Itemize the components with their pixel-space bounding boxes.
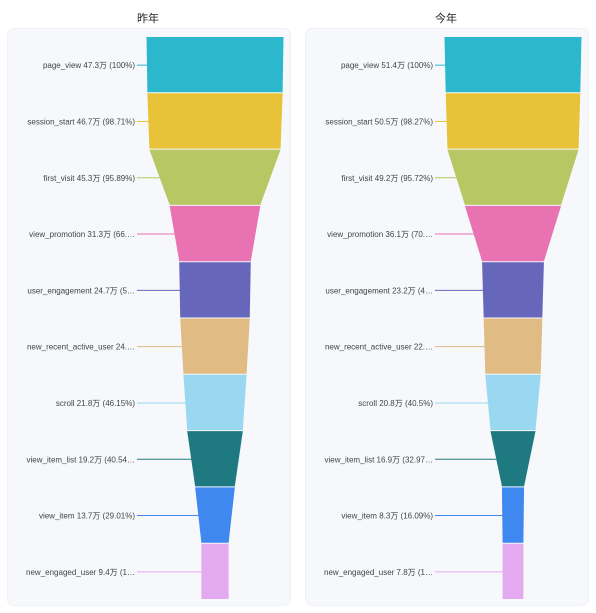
funnel-stage-label: new_engaged_user 7.8万 (1… <box>324 568 433 577</box>
funnel-stage-label: session_start 50.5万 (98.27%) <box>325 117 433 126</box>
funnel-stage-new-recent-active-user[interactable] <box>483 318 543 374</box>
funnel-stage-view-promotion[interactable] <box>169 205 261 262</box>
funnel-stage-view-item[interactable] <box>195 487 235 543</box>
funnel-stage-view-item-list[interactable] <box>490 431 536 487</box>
funnel-stage-scroll[interactable] <box>183 374 247 431</box>
funnel-stage-label: page_view 51.4万 (100%) <box>341 61 433 70</box>
funnel-stage-label: scroll 20.8万 (40.5%) <box>358 399 433 408</box>
funnel-stage-view-item-list[interactable] <box>187 431 243 487</box>
funnel-stage-label: user_engagement 23.2万 (4… <box>325 286 433 295</box>
funnel-stage-view-item[interactable] <box>501 487 525 543</box>
funnel-stage-first-visit[interactable] <box>447 149 579 205</box>
funnel-stage-new-recent-active-user[interactable] <box>180 318 250 374</box>
funnel-stage-label: new_engaged_user 9.4万 (1… <box>26 568 135 577</box>
funnel-stage-label: new_recent_active_user 24.… <box>27 343 135 352</box>
funnel-stage-label: view_item_list 19.2万 (40.54… <box>27 455 136 464</box>
funnel-stage-label: session_start 46.7万 (98.71%) <box>27 117 135 126</box>
funnel-stage-label: user_engagement 24.7万 (5… <box>27 286 135 295</box>
funnel-stage-label: view_promotion 36.1万 (70.… <box>327 230 433 239</box>
funnel-stage-view-promotion[interactable] <box>464 205 562 262</box>
funnel-stage-label: page_view 47.3万 (100%) <box>43 61 135 70</box>
funnel-stage-scroll[interactable] <box>485 374 541 431</box>
chart-title-last-year: 昨年 <box>137 13 159 25</box>
chart-title-this-year: 今年 <box>435 13 457 25</box>
funnel-stage-label: view_item 13.7万 (29.01%) <box>39 512 135 521</box>
funnel-stage-session-start[interactable] <box>147 93 283 149</box>
funnel-stage-label: first_visit 49.2万 (95.72%) <box>341 174 433 183</box>
funnel-stage-session-start[interactable] <box>445 93 581 149</box>
funnel-stage-label: view_item 8.3万 (16.09%) <box>341 512 433 521</box>
funnel-stage-first-visit[interactable] <box>149 149 281 205</box>
funnel-stage-user-engagement[interactable] <box>482 262 544 318</box>
funnel-stage-label: scroll 21.8万 (46.15%) <box>56 399 135 408</box>
funnel-stage-label: new_recent_active_user 22.… <box>325 343 433 352</box>
funnel-stage-label: first_visit 45.3万 (95.89%) <box>43 174 135 183</box>
funnel-stage-page-view[interactable] <box>444 37 582 93</box>
funnel-stage-new-engaged-user[interactable] <box>201 543 229 599</box>
funnel-stage-page-view[interactable] <box>146 37 284 93</box>
funnel-stage-label: view_item_list 16.9万 (32.97… <box>325 455 434 464</box>
funnel-stage-user-engagement[interactable] <box>179 262 251 318</box>
funnel-stage-label: view_promotion 31.3万 (66.… <box>29 230 135 239</box>
funnel-stage-new-engaged-user[interactable] <box>502 543 524 599</box>
